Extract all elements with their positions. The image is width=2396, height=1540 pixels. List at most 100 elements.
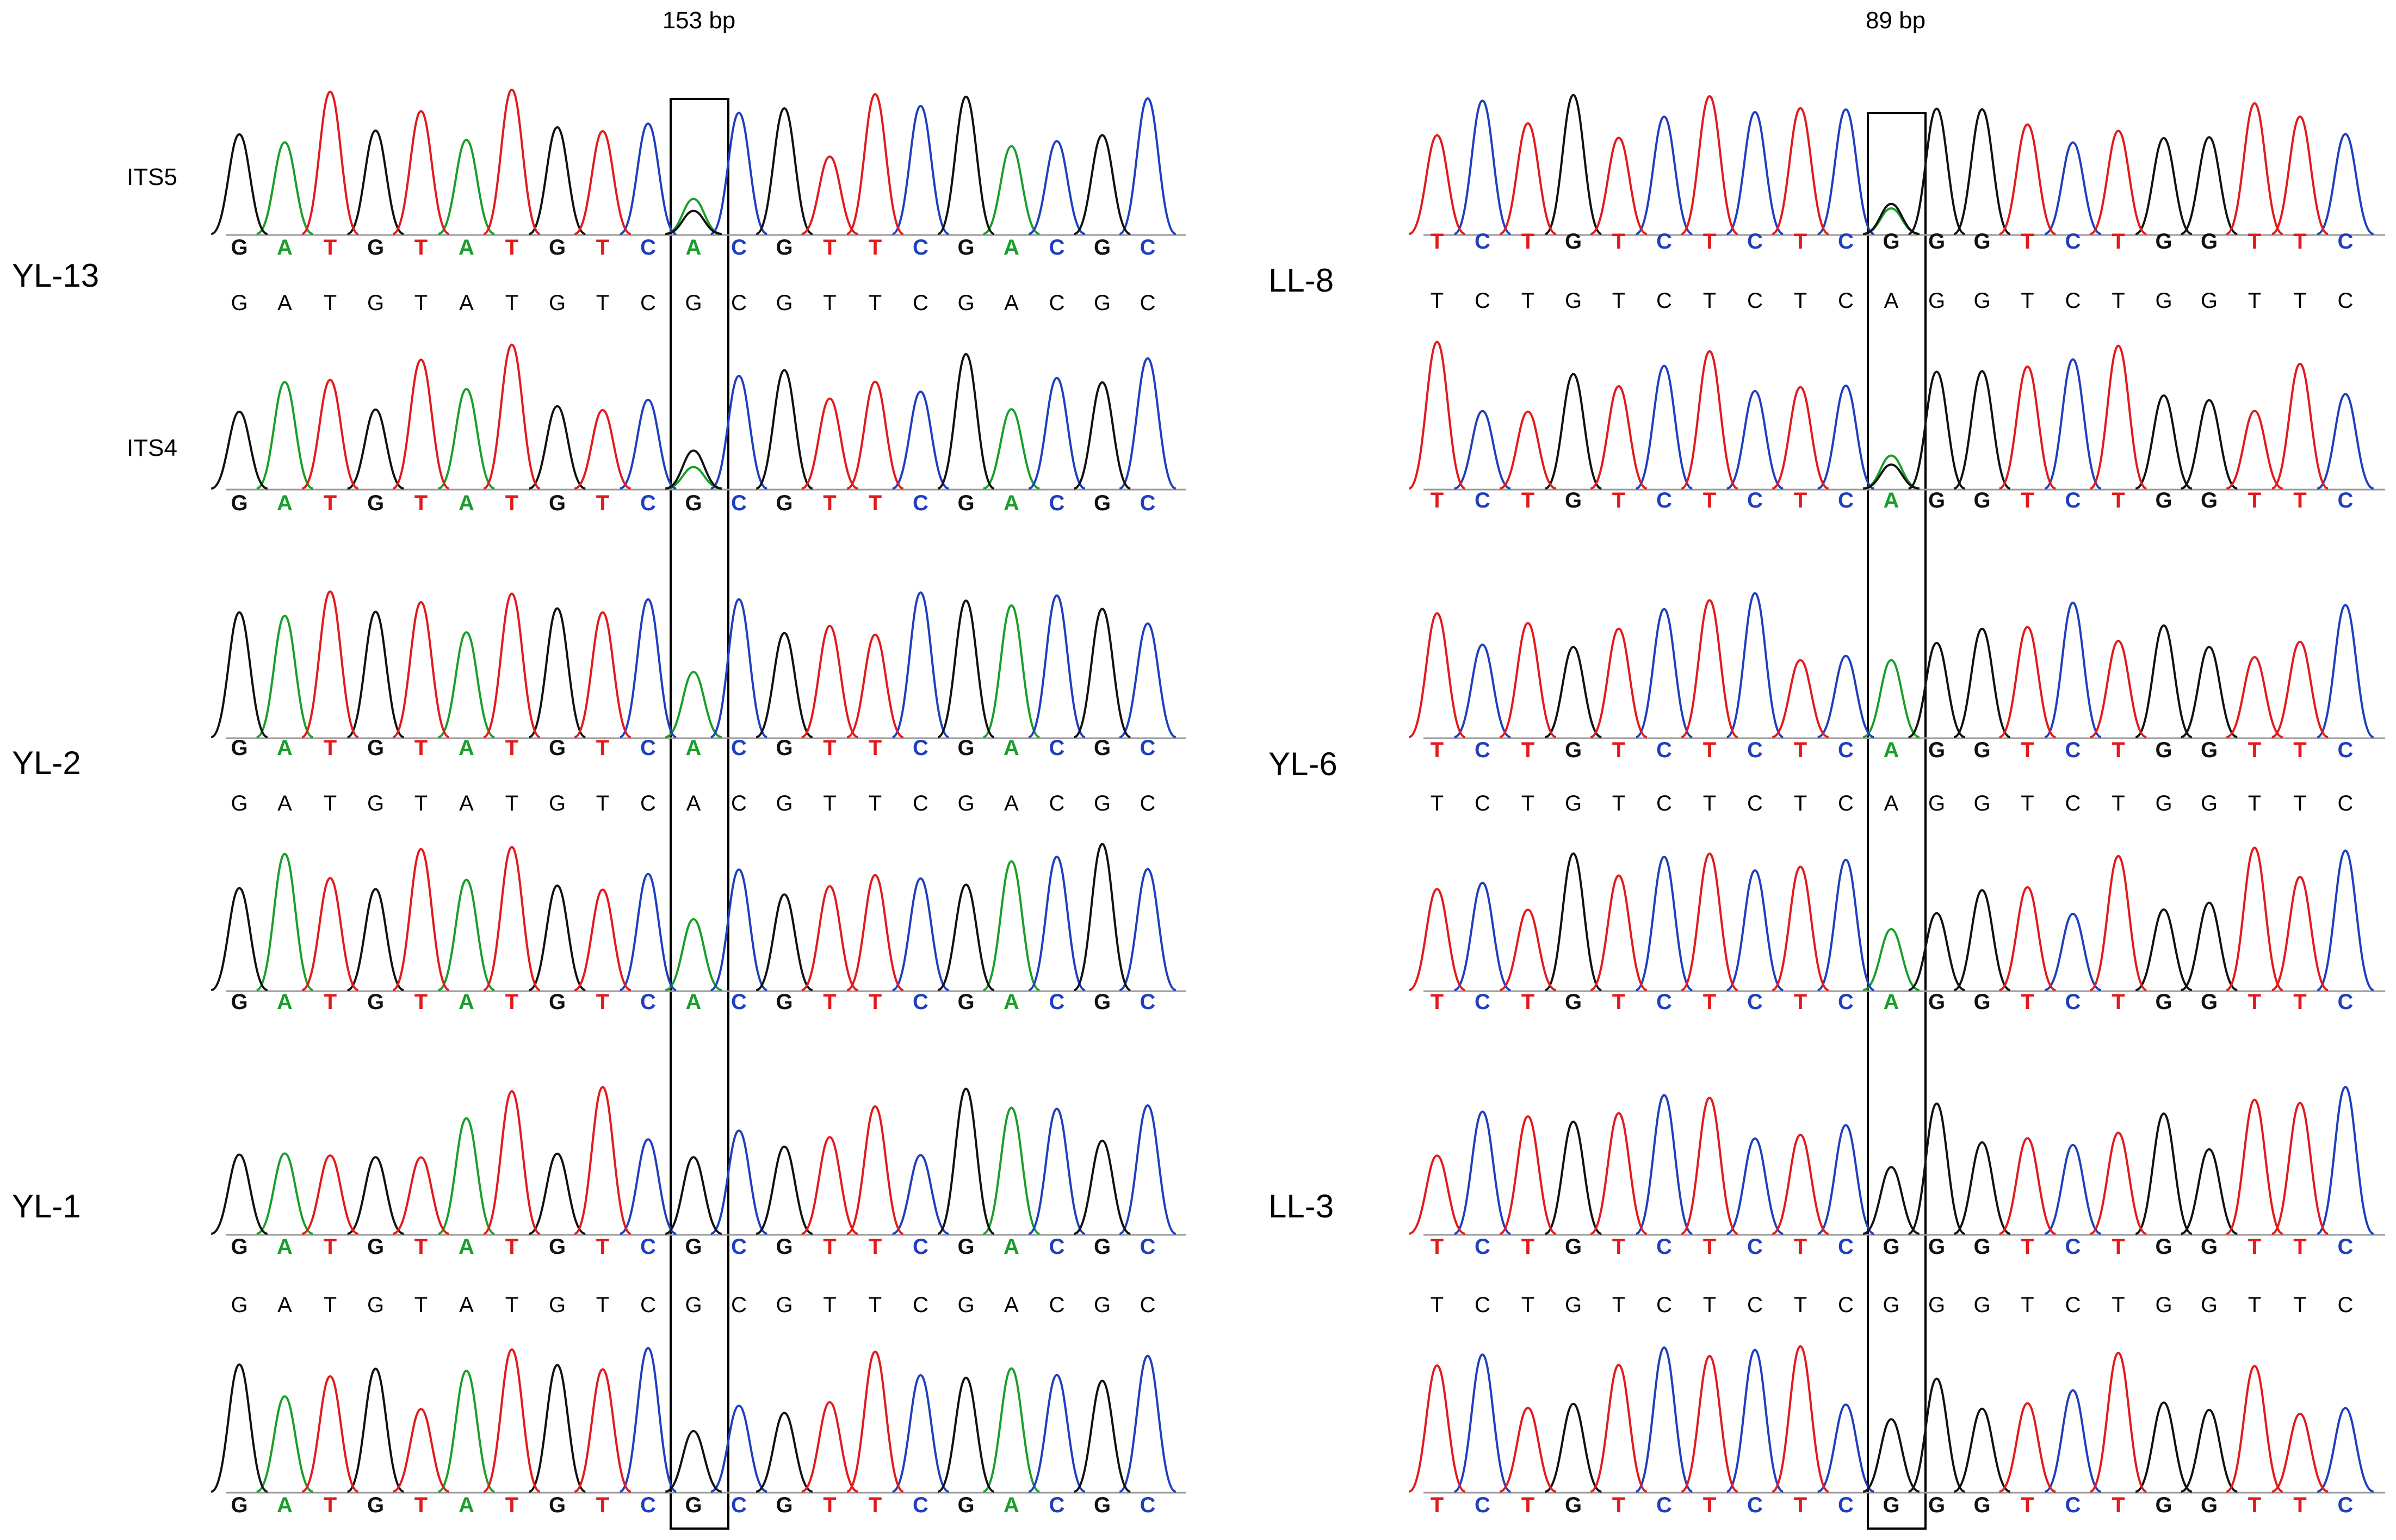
base-call: G	[549, 236, 566, 259]
base-call: T	[2021, 230, 2034, 253]
base-call: A	[1004, 1235, 1019, 1259]
trace-channel-c	[1453, 99, 2374, 235]
base-call: G	[367, 990, 384, 1014]
base-call: T	[869, 1493, 882, 1517]
consensus-base: G	[2155, 791, 2172, 815]
base-call: G	[1094, 1235, 1111, 1259]
base-call: A	[459, 236, 474, 259]
base-call: C	[1747, 230, 1763, 253]
consensus-base: G	[776, 1293, 793, 1317]
base-call: C	[2065, 488, 2081, 512]
consensus-base: G	[957, 1293, 974, 1317]
base-call: T	[414, 1493, 428, 1517]
trace-channel-t	[1408, 846, 2329, 991]
base-call: G	[685, 1493, 702, 1517]
trace-channel-g	[1545, 1377, 2238, 1493]
base-call: T	[2248, 488, 2261, 512]
base-call: G	[231, 990, 247, 1014]
consensus-base: C	[1838, 791, 1854, 815]
trace-channel-c	[620, 357, 1177, 490]
consensus-base: T	[1794, 791, 1807, 815]
consensus-base: A	[1004, 291, 1019, 315]
base-call: C	[2338, 738, 2354, 762]
base-call: T	[1521, 488, 1534, 512]
base-call: G	[549, 491, 566, 515]
base-call: G	[1928, 1235, 1945, 1259]
consensus-base: C	[1049, 1293, 1065, 1317]
base-call: G	[1928, 1493, 1945, 1517]
consensus-base: G	[1928, 791, 1945, 815]
consensus-base: T	[2248, 791, 2261, 815]
base-call: C	[731, 236, 747, 259]
consensus-base: C	[1140, 291, 1156, 315]
consensus-base: G	[2201, 1293, 2218, 1317]
base-call: G	[1565, 488, 1582, 512]
trace-channel-g	[1545, 624, 2238, 738]
base-call: T	[2248, 1235, 2261, 1259]
consensus-base: T	[324, 1293, 337, 1317]
consensus-base: T	[2248, 289, 2261, 313]
consensus-base: T	[596, 791, 609, 815]
consensus-base: T	[1521, 289, 1534, 313]
consensus-base: G	[1973, 289, 1990, 313]
base-call: C	[1049, 236, 1065, 259]
consensus-base: T	[823, 791, 836, 815]
base-call: T	[869, 1235, 882, 1259]
consensus-base: A	[1884, 289, 1899, 313]
base-call: T	[414, 491, 428, 515]
base-call: G	[1883, 1235, 1899, 1259]
consensus-base: C	[731, 791, 747, 815]
base-call: A	[277, 491, 293, 515]
base-call: G	[2155, 1235, 2172, 1259]
trace-channel-t	[301, 1348, 904, 1493]
consensus-base: G	[1928, 1293, 1945, 1317]
trace-channel-a	[256, 139, 1040, 235]
base-call: C	[913, 990, 928, 1014]
consensus-base: T	[596, 1293, 609, 1317]
trace-channel-a	[256, 604, 1041, 738]
base-call: T	[1431, 1235, 1444, 1259]
consensus-base: T	[596, 291, 609, 315]
base-call: G	[1565, 1493, 1582, 1517]
base-call: C	[2065, 738, 2081, 762]
base-call: G	[776, 236, 793, 259]
consensus-base: C	[731, 291, 747, 315]
sample-label: YL-13	[12, 257, 99, 294]
base-call: C	[2338, 488, 2354, 512]
base-call: T	[2248, 990, 2261, 1014]
consensus-base: T	[324, 291, 337, 315]
base-call: G	[1973, 1493, 1990, 1517]
consensus-base: A	[459, 791, 474, 815]
consensus-base: T	[869, 791, 882, 815]
base-call: T	[2112, 738, 2125, 762]
base-call: A	[1884, 990, 1899, 1014]
base-call: C	[2065, 1493, 2081, 1517]
base-call: C	[1656, 1235, 1672, 1259]
base-call: G	[2155, 1493, 2172, 1517]
sample-label: YL-2	[12, 745, 81, 781]
consensus-base: C	[2338, 1293, 2354, 1317]
base-call: G	[1973, 738, 1990, 762]
base-call: C	[1747, 1235, 1763, 1259]
base-call: C	[2338, 990, 2354, 1014]
trace-channel-a	[256, 381, 1040, 490]
base-call: C	[1475, 1493, 1490, 1517]
base-call: T	[1521, 1235, 1534, 1259]
consensus-base: G	[776, 791, 793, 815]
base-call: T	[505, 491, 518, 515]
consensus-base: G	[957, 291, 974, 315]
consensus-base: T	[1431, 289, 1444, 313]
trace-layer: G A T G T A T G T C A C G T T C G A C G C G A T G T A T G T C G C G T T C G A C…	[210, 88, 2385, 1517]
base-call: T	[414, 1235, 428, 1259]
base-call: T	[596, 1493, 609, 1517]
trace-channel-c	[619, 591, 1177, 738]
base-call: C	[1475, 1235, 1490, 1259]
consensus-base: C	[1049, 291, 1065, 315]
base-call: T	[1703, 1235, 1716, 1259]
base-call: C	[1140, 236, 1156, 259]
base-call: T	[823, 236, 836, 259]
base-call: C	[913, 1235, 928, 1259]
consensus-base: C	[913, 291, 928, 315]
consensus-base: T	[2248, 1293, 2261, 1317]
base-call: A	[277, 1493, 293, 1517]
